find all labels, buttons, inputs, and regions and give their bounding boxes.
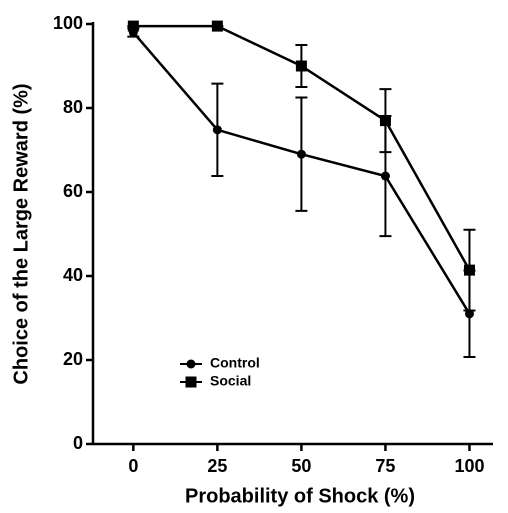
legend-marker [186,359,196,369]
y-tick-label: 40 [63,265,83,285]
point [464,309,474,319]
y-tick-label: 0 [73,433,83,453]
point [380,171,390,181]
point [296,149,306,159]
point [295,60,307,72]
point [211,20,223,32]
y-tick-label: 20 [63,349,83,369]
y-tick-label: 80 [63,97,83,117]
x-tick-label: 75 [375,456,395,476]
point [379,115,391,127]
x-tick-label: 100 [454,456,484,476]
x-axis-label: Probability of Shock (%) [185,485,415,507]
point [127,20,139,32]
y-tick-label: 100 [53,13,83,33]
x-tick-label: 50 [291,456,311,476]
x-tick-label: 25 [207,456,227,476]
point [212,125,222,135]
legend-label: Control [210,355,260,371]
y-tick-label: 60 [63,181,83,201]
point [463,264,475,276]
legend-marker [185,376,197,388]
x-tick-label: 0 [128,456,138,476]
legend-label: Social [210,373,251,389]
y-axis-label: Choice of the Large Reward (%) [10,83,32,384]
